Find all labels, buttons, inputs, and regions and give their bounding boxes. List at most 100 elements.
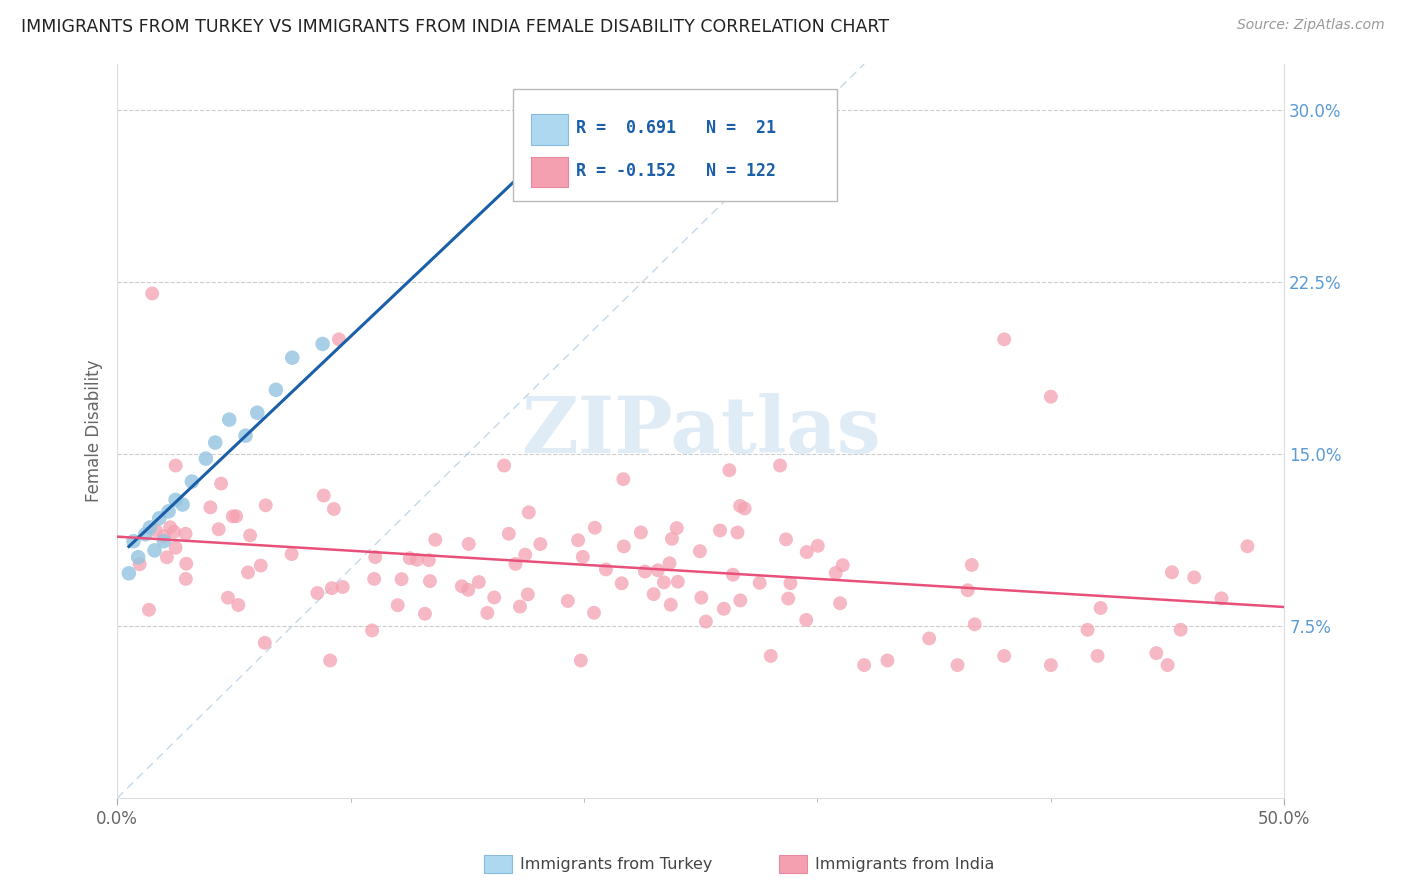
Point bbox=[572, 549, 595, 564]
Point bbox=[876, 653, 898, 667]
Point bbox=[209, 476, 232, 491]
Text: Source: ZipAtlas.com: Source: ZipAtlas.com bbox=[1237, 18, 1385, 32]
Point bbox=[118, 566, 141, 581]
Point bbox=[794, 613, 817, 627]
Point bbox=[235, 428, 257, 442]
Point bbox=[391, 572, 413, 586]
Point bbox=[174, 572, 197, 586]
Point bbox=[557, 594, 579, 608]
Text: Immigrants from India: Immigrants from India bbox=[815, 857, 995, 871]
Point bbox=[613, 540, 636, 554]
Point bbox=[582, 606, 605, 620]
Point bbox=[709, 524, 731, 538]
Point bbox=[204, 435, 226, 450]
Point bbox=[457, 582, 479, 597]
Point bbox=[993, 648, 1015, 663]
Text: ZIPatlas: ZIPatlas bbox=[522, 393, 880, 469]
Point bbox=[418, 553, 440, 567]
Point bbox=[567, 533, 589, 548]
Point bbox=[153, 529, 176, 543]
Point bbox=[398, 551, 420, 566]
Point bbox=[956, 583, 979, 598]
Point bbox=[312, 489, 335, 503]
Point bbox=[208, 522, 231, 536]
Point bbox=[311, 337, 333, 351]
Point bbox=[174, 557, 197, 571]
Point bbox=[156, 550, 179, 565]
Point bbox=[332, 580, 354, 594]
Text: R =  0.691   N =  21: R = 0.691 N = 21 bbox=[576, 119, 776, 136]
Point bbox=[468, 575, 491, 590]
Point bbox=[689, 544, 711, 558]
Point bbox=[1087, 648, 1109, 663]
Point bbox=[194, 451, 217, 466]
Point bbox=[1236, 539, 1258, 553]
Point bbox=[498, 526, 520, 541]
Point bbox=[515, 548, 537, 562]
Point bbox=[666, 574, 689, 589]
Point bbox=[769, 458, 792, 473]
Point bbox=[200, 500, 222, 515]
Point bbox=[413, 607, 436, 621]
Point bbox=[328, 332, 350, 346]
Point bbox=[406, 553, 429, 567]
Point bbox=[1182, 570, 1205, 584]
Point bbox=[127, 550, 149, 565]
Point bbox=[143, 543, 166, 558]
Point bbox=[509, 599, 531, 614]
Point bbox=[963, 617, 986, 632]
Point bbox=[364, 550, 387, 565]
Text: Immigrants from Turkey: Immigrants from Turkey bbox=[520, 857, 713, 871]
Point bbox=[281, 351, 304, 365]
Point bbox=[690, 591, 713, 605]
Point bbox=[610, 576, 633, 591]
Point bbox=[172, 498, 194, 512]
Point bbox=[647, 563, 669, 577]
Point bbox=[960, 558, 983, 572]
Point bbox=[254, 498, 277, 512]
Point bbox=[1090, 601, 1112, 615]
Point bbox=[1144, 646, 1167, 660]
Point bbox=[321, 581, 343, 595]
Point bbox=[824, 566, 846, 580]
Text: R = -0.152   N = 122: R = -0.152 N = 122 bbox=[576, 162, 776, 180]
Point bbox=[595, 562, 617, 576]
Point bbox=[128, 558, 150, 572]
Point bbox=[145, 524, 167, 538]
Point bbox=[612, 472, 634, 486]
Point bbox=[387, 598, 409, 612]
Point bbox=[569, 653, 592, 667]
Point bbox=[537, 183, 560, 197]
Point bbox=[1211, 591, 1233, 606]
Point bbox=[918, 632, 941, 646]
Point bbox=[174, 526, 197, 541]
Point bbox=[630, 525, 652, 540]
Point bbox=[505, 557, 527, 571]
Point bbox=[222, 509, 245, 524]
Point bbox=[322, 502, 344, 516]
Point bbox=[239, 528, 262, 542]
Point bbox=[1039, 658, 1062, 673]
Point bbox=[807, 539, 830, 553]
Point bbox=[730, 593, 752, 607]
Point bbox=[307, 586, 329, 600]
Point bbox=[529, 537, 551, 551]
Point bbox=[165, 492, 187, 507]
Point bbox=[477, 606, 499, 620]
Point bbox=[778, 591, 800, 606]
Point bbox=[516, 587, 538, 601]
Point bbox=[141, 286, 163, 301]
Point bbox=[157, 504, 180, 518]
Point bbox=[658, 556, 681, 570]
Point bbox=[494, 458, 516, 473]
Point bbox=[139, 520, 162, 534]
Point bbox=[634, 565, 657, 579]
Point bbox=[236, 566, 259, 580]
Point bbox=[425, 533, 447, 547]
Point bbox=[946, 658, 969, 673]
Point bbox=[1039, 390, 1062, 404]
Point bbox=[721, 567, 744, 582]
Point bbox=[361, 624, 384, 638]
Y-axis label: Female Disability: Female Disability bbox=[86, 359, 103, 502]
Point bbox=[134, 527, 156, 541]
